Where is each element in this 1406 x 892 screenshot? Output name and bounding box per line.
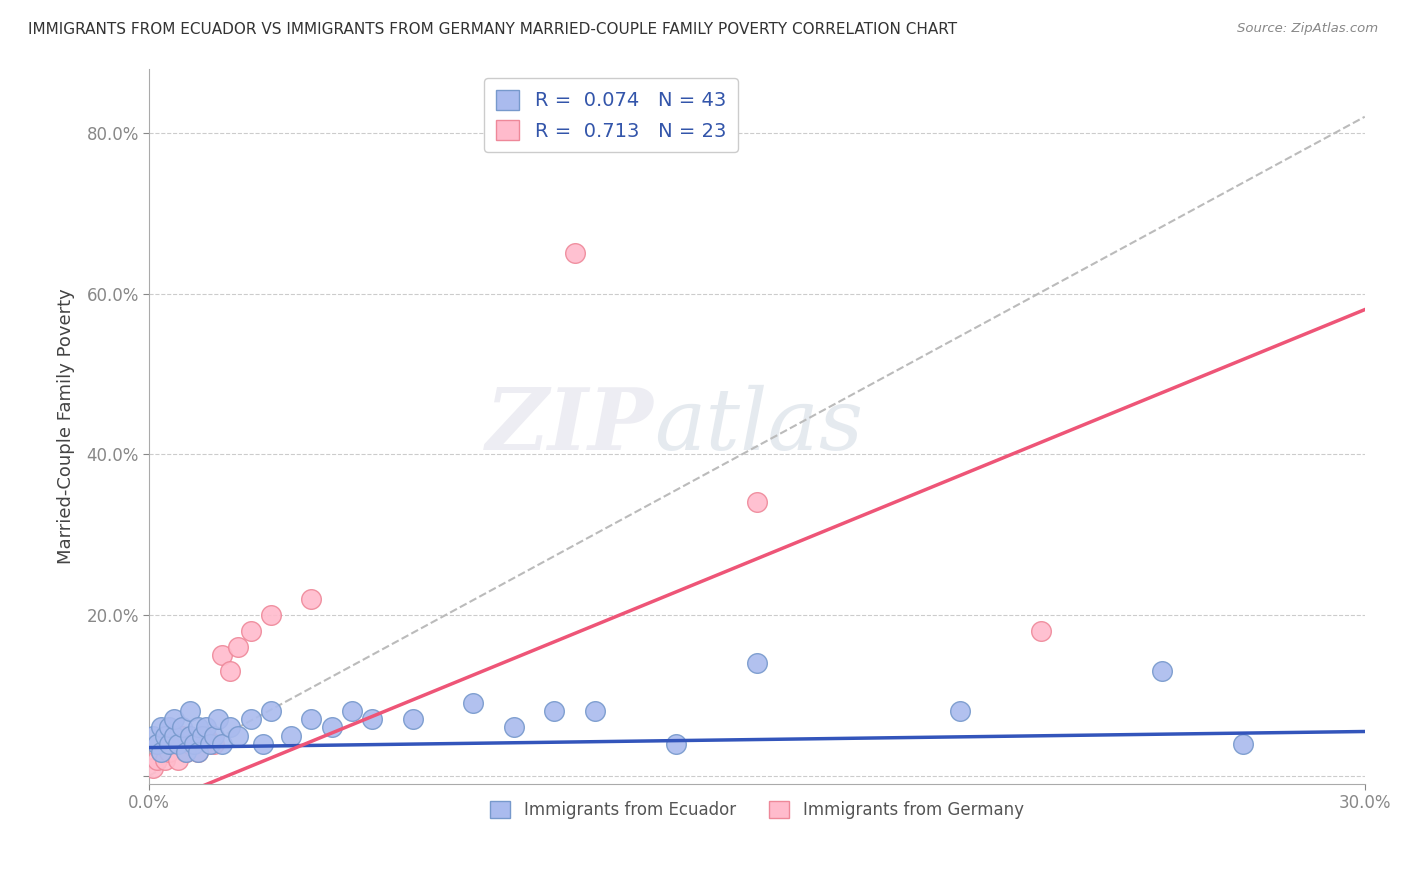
Point [162, 729, 184, 743]
Point [321, 721, 343, 735]
Point [1029, 624, 1052, 638]
Point [146, 753, 169, 767]
Point [211, 737, 233, 751]
Point [665, 737, 688, 751]
Point [228, 729, 250, 743]
Point [239, 624, 262, 638]
Point [207, 713, 229, 727]
Point [166, 753, 188, 767]
Point [219, 721, 242, 735]
Point [543, 705, 565, 719]
Point [1152, 664, 1174, 678]
Point [150, 721, 173, 735]
Text: ZIP: ZIP [486, 384, 654, 468]
Point [252, 737, 274, 751]
Point [142, 761, 165, 775]
Point [146, 737, 169, 751]
Point [150, 745, 173, 759]
Point [401, 713, 423, 727]
Point [170, 721, 193, 735]
Point [361, 713, 384, 727]
Point [191, 729, 214, 743]
Point [162, 713, 184, 727]
Text: IMMIGRANTS FROM ECUADOR VS IMMIGRANTS FROM GERMANY MARRIED-COUPLE FAMILY POVERTY: IMMIGRANTS FROM ECUADOR VS IMMIGRANTS FR… [28, 22, 957, 37]
Point [211, 648, 233, 662]
Point [202, 729, 225, 743]
Point [745, 656, 768, 670]
Point [155, 753, 177, 767]
Point [564, 246, 586, 260]
Point [179, 705, 201, 719]
Point [174, 745, 197, 759]
Point [187, 745, 209, 759]
Point [228, 640, 250, 654]
Point [502, 721, 524, 735]
Point [174, 745, 197, 759]
Y-axis label: Married-Couple Family Poverty: Married-Couple Family Poverty [58, 288, 75, 564]
Point [155, 729, 177, 743]
Point [194, 721, 217, 735]
Point [159, 721, 181, 735]
Point [187, 721, 209, 735]
Point [219, 664, 242, 678]
Point [187, 745, 209, 759]
Point [299, 713, 322, 727]
Point [340, 705, 363, 719]
Point [170, 729, 193, 743]
Point [260, 607, 283, 622]
Point [202, 737, 225, 751]
Point [159, 745, 181, 759]
Point [239, 713, 262, 727]
Point [948, 705, 970, 719]
Point [299, 591, 322, 606]
Point [142, 729, 165, 743]
Point [183, 737, 205, 751]
Point [179, 729, 201, 743]
Point [280, 729, 302, 743]
Point [745, 495, 768, 509]
Point [179, 737, 201, 751]
Point [583, 705, 606, 719]
Text: atlas: atlas [654, 384, 863, 467]
Point [159, 737, 181, 751]
Text: Source: ZipAtlas.com: Source: ZipAtlas.com [1237, 22, 1378, 36]
Legend: Immigrants from Ecuador, Immigrants from Germany: Immigrants from Ecuador, Immigrants from… [484, 794, 1031, 825]
Point [166, 737, 188, 751]
Point [194, 729, 217, 743]
Point [150, 745, 173, 759]
Point [260, 705, 283, 719]
Point [198, 737, 221, 751]
Point [1232, 737, 1254, 751]
Point [162, 737, 184, 751]
Point [463, 697, 485, 711]
Point [146, 737, 169, 751]
